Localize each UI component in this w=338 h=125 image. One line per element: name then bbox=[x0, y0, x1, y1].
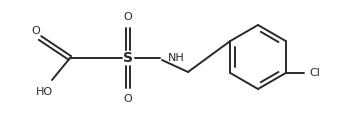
Text: O: O bbox=[124, 12, 132, 22]
Text: NH: NH bbox=[168, 53, 185, 63]
Text: HO: HO bbox=[35, 87, 53, 97]
Text: O: O bbox=[124, 94, 132, 104]
Text: Cl: Cl bbox=[310, 68, 320, 78]
Text: S: S bbox=[123, 51, 133, 65]
Text: O: O bbox=[32, 26, 40, 36]
